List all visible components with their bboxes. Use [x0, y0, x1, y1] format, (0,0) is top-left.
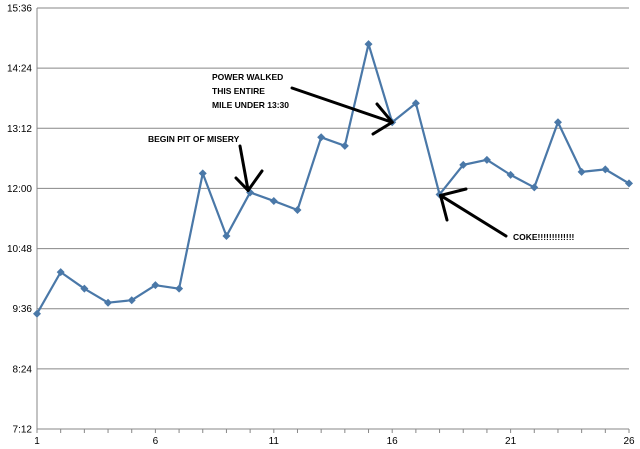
series-pace — [33, 40, 633, 318]
x-tick-label: 21 — [505, 436, 517, 447]
annotations: POWER WALKED THIS ENTIRE MILE UNDER 13:3… — [148, 72, 575, 242]
x-tick-label: 16 — [387, 436, 399, 447]
y-tick-label: 7:12 — [13, 425, 33, 436]
data-point-marker — [198, 169, 207, 178]
data-point-marker — [482, 155, 491, 164]
data-point-marker — [151, 281, 160, 290]
data-point-marker — [317, 133, 326, 142]
data-point-marker — [601, 165, 610, 174]
annotation-power-walked-line-3: MILE UNDER 13:30 — [212, 100, 289, 110]
annotation-arrow-coke — [439, 187, 508, 238]
data-point-marker — [530, 183, 539, 192]
data-point-marker — [222, 232, 231, 241]
x-tick-label: 1 — [34, 436, 40, 447]
x-axis-tick-labels: 1 6 11 16 21 26 — [34, 436, 635, 447]
data-point-marker — [459, 160, 468, 169]
annotation-begin-pit-of-misery: BEGIN PIT OF MISERY — [148, 134, 240, 144]
data-point-marker — [577, 167, 586, 176]
x-tick-label: 11 — [269, 436, 280, 447]
data-point-marker — [625, 179, 633, 188]
data-point-marker — [80, 284, 89, 293]
gridlines — [36, 7, 630, 433]
data-point-marker — [269, 196, 278, 205]
data-point-marker — [293, 205, 302, 214]
annotation-arrows — [234, 86, 508, 238]
data-point-marker — [506, 170, 515, 179]
data-point-marker — [127, 296, 136, 305]
data-point-marker — [553, 118, 562, 127]
series-line — [36, 42, 630, 315]
data-point-marker — [340, 141, 349, 150]
y-tick-label: 15:36 — [7, 4, 32, 15]
data-point-marker — [33, 309, 41, 318]
y-tick-label: 14:24 — [7, 64, 32, 75]
y-tick-label: 9:36 — [13, 304, 33, 315]
y-tick-label: 12:00 — [7, 184, 32, 195]
y-axis-tick-labels: 7:12 8:24 9:36 10:48 12:00 13:12 14:24 1… — [7, 4, 32, 436]
y-tick-label: 13:12 — [7, 124, 32, 135]
data-point-marker — [56, 268, 65, 277]
data-point-marker — [364, 40, 373, 49]
x-tick-label: 26 — [623, 436, 635, 447]
data-point-marker — [104, 298, 113, 307]
y-tick-label: 10:48 — [7, 244, 32, 255]
data-point-marker — [175, 284, 184, 293]
annotation-power-walked-line-1: POWER WALKED — [212, 72, 283, 82]
annotation-power-walked-line-2: THIS ENTIRE — [212, 86, 265, 96]
annotation-arrow-power-walked — [290, 86, 394, 136]
data-point-marker — [411, 99, 420, 108]
annotation-coke: COKE!!!!!!!!!!!!! — [513, 232, 575, 242]
y-tick-label: 8:24 — [13, 364, 33, 375]
annotation-arrow-pit — [234, 144, 264, 192]
x-tick-label: 6 — [153, 436, 159, 447]
